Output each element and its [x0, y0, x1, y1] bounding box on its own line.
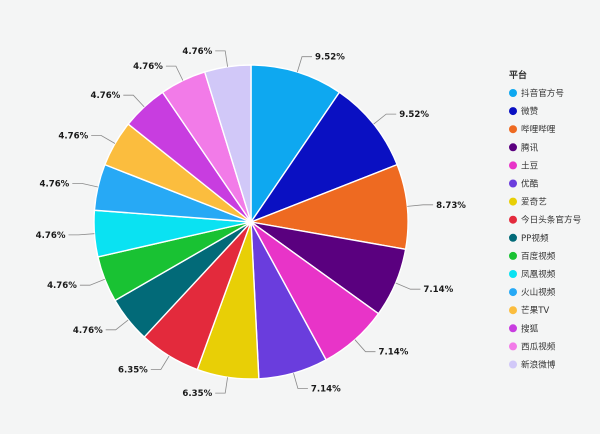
- legend-swatch-9: [509, 233, 517, 242]
- legend-label-5: 土豆: [521, 159, 539, 171]
- legend-item-11[interactable]: 凤凰视频: [509, 268, 556, 280]
- legend-swatch-10: [509, 251, 517, 260]
- legend-title: 平台: [509, 69, 527, 81]
- leader-line-5: [354, 339, 376, 353]
- legend-swatch-11: [509, 270, 517, 278]
- percent-label-2: 9.52%: [399, 110, 429, 120]
- legend-item-3[interactable]: 哔哩哔哩: [509, 124, 556, 135]
- leader-lines: [68, 50, 434, 394]
- percent-label-14: 4.76%: [90, 91, 120, 101]
- percent-label-11: 4.76%: [36, 231, 66, 241]
- legend-item-4[interactable]: 腾讯: [509, 141, 539, 153]
- slice-3[interactable]: [248, 163, 409, 251]
- percent-label-15: 4.76%: [133, 62, 163, 72]
- legend-swatch-13: [509, 306, 517, 315]
- legend-item-2[interactable]: 微赞: [509, 105, 539, 117]
- percent-label-16: 4.76%: [182, 47, 212, 57]
- percent-label-9: 4.76%: [73, 326, 103, 336]
- legend-label-10: 百度视频: [521, 250, 556, 262]
- leader-line-8: [150, 355, 170, 371]
- leader-line-10: [79, 278, 105, 286]
- percent-label-10: 4.76%: [47, 281, 77, 291]
- pie-slices: [93, 64, 409, 380]
- legend-item-7[interactable]: 爱奇艺: [509, 196, 547, 208]
- legend-swatch-3: [509, 125, 517, 134]
- legend-item-14[interactable]: 搜狐: [509, 322, 539, 334]
- legend-swatch-1: [509, 89, 517, 97]
- legend-label-6: 优酷: [521, 178, 539, 190]
- leader-line-9: [105, 319, 129, 331]
- slice-16[interactable]: [203, 64, 252, 223]
- leader-line-3: [407, 204, 434, 207]
- legend-label-12: 火山视频: [521, 286, 556, 298]
- legend-swatch-16: [509, 360, 517, 369]
- percent-label-7: 6.35%: [182, 389, 212, 399]
- percent-label-4: 7.14%: [423, 285, 453, 295]
- legend-swatch-7: [509, 197, 517, 206]
- legend-item-10[interactable]: 百度视频: [509, 250, 556, 262]
- legend-item-12[interactable]: 火山视频: [509, 286, 556, 298]
- legend-item-1[interactable]: 抖音官方号: [509, 87, 564, 99]
- leader-line-15: [165, 65, 184, 81]
- leader-line-11: [68, 233, 95, 236]
- slice-1[interactable]: [250, 64, 341, 225]
- leader-line-7: [215, 377, 228, 394]
- leader-line-4: [395, 282, 421, 290]
- percent-label-12: 4.76%: [39, 180, 69, 190]
- legend-label-3: 哔哩哔哩: [521, 124, 556, 135]
- legend-label-16: 新浪微博: [521, 359, 556, 371]
- percent-label-13: 4.76%: [58, 132, 88, 142]
- slice-2[interactable]: [249, 91, 399, 224]
- leader-line-12: [72, 183, 98, 188]
- legend-swatch-15: [509, 342, 517, 351]
- legend-swatch-6: [509, 179, 517, 188]
- leader-line-2: [373, 113, 397, 125]
- legend-label-14: 搜狐: [521, 322, 539, 334]
- percent-label-5: 7.14%: [379, 348, 409, 358]
- legend-item-8[interactable]: 今日头条官方号: [509, 214, 581, 226]
- legend-swatch-12: [509, 288, 517, 297]
- legend-swatch-5: [509, 161, 517, 170]
- legend-label-11: 凤凰视频: [521, 268, 556, 280]
- leader-line-14: [123, 94, 145, 108]
- legend-label-2: 微赞: [521, 105, 539, 117]
- leader-line-6: [293, 372, 308, 389]
- legend-item-13[interactable]: 芒果TV: [509, 304, 549, 316]
- legend-label-13: 芒果TV: [521, 304, 549, 316]
- legend-label-1: 抖音官方号: [521, 87, 564, 99]
- legend-swatch-8: [509, 215, 517, 224]
- legend-item-15[interactable]: 西瓜视频: [509, 340, 556, 352]
- legend-item-6[interactable]: 优酷: [509, 178, 539, 190]
- legend-label-7: 爱奇艺: [521, 196, 547, 208]
- legend-swatch-4: [509, 143, 517, 152]
- percent-labels: 9.52% 9.52% 8.73% 7.14% 7.14% 7.14% 6.35% 6.35%…: [36, 47, 467, 399]
- legend-label-4: 腾讯: [521, 141, 539, 153]
- legend-swatch-2: [509, 107, 517, 116]
- legend-label-9: PP视频: [521, 232, 549, 244]
- legend-label-8: 今日头条官方号: [521, 214, 581, 226]
- legend-item-5[interactable]: 土豆: [509, 159, 539, 171]
- percent-label-8: 6.35%: [118, 366, 148, 376]
- legend-swatch-14: [509, 324, 517, 333]
- leader-line-13: [91, 135, 116, 144]
- percent-label-6: 7.14%: [311, 385, 341, 395]
- legend-label-15: 西瓜视频: [521, 340, 556, 352]
- leader-line-16: [215, 50, 228, 67]
- legend-item-9[interactable]: PP视频: [509, 232, 549, 244]
- percent-label-3: 8.73%: [436, 201, 466, 211]
- percent-label-1: 9.52%: [315, 53, 345, 63]
- legend-item-16[interactable]: 新浪微博: [509, 359, 556, 371]
- leader-line-1: [296, 56, 312, 73]
